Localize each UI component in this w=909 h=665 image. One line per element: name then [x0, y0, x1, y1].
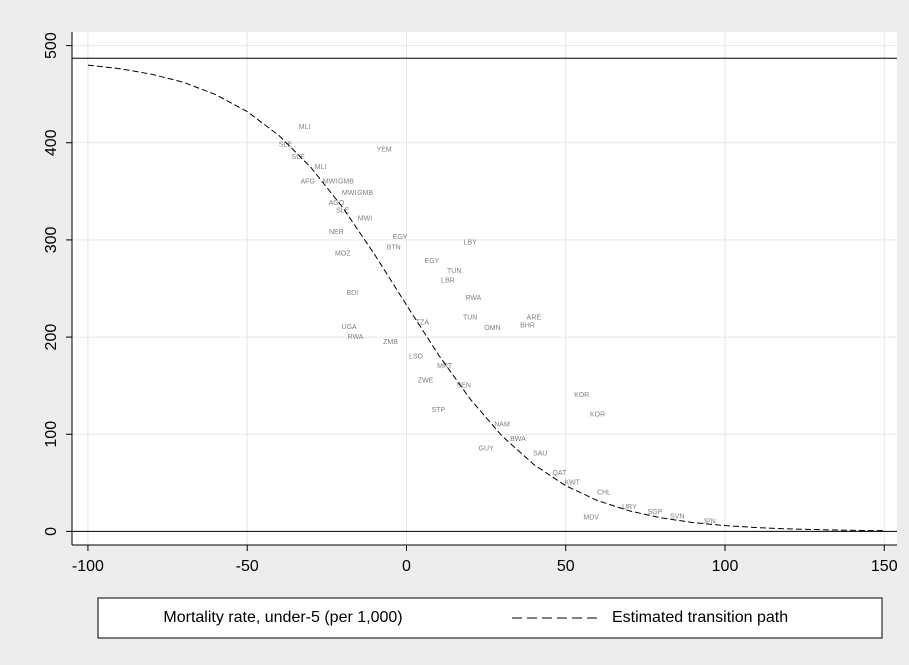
point-label: MLI: [299, 124, 311, 131]
point-label: AGO: [329, 200, 345, 207]
point-label: KWT: [564, 480, 580, 487]
y-tick-label: 100: [43, 421, 60, 448]
point-label: UGA: [342, 324, 358, 331]
point-label: CHL: [597, 489, 611, 496]
x-tick-label: 50: [557, 558, 575, 575]
y-tick-label: 500: [43, 32, 60, 59]
point-label: KOR: [574, 392, 589, 399]
point-label: ZWE: [418, 378, 434, 385]
point-label: MLI: [315, 164, 327, 171]
x-tick-label: 100: [712, 558, 739, 575]
point-label: STP: [432, 407, 446, 414]
legend-box: [97, 597, 883, 639]
point-label: MWI: [358, 215, 372, 222]
transition-path: [87, 64, 885, 532]
point-label: OMN: [484, 325, 500, 332]
point-label: ZMB: [383, 339, 398, 346]
point-label: QAT: [552, 470, 567, 477]
point-label: SLE: [279, 142, 293, 149]
point-label: LBR: [441, 278, 455, 285]
point-label: ARE: [527, 314, 542, 321]
point-label: MOZ: [335, 250, 351, 257]
legend-label: Mortality rate, under-5 (per 1,000): [163, 609, 402, 626]
point-label: SVN: [670, 514, 684, 521]
point-label: MDV: [583, 515, 599, 522]
x-tick-label: 150: [871, 558, 898, 575]
point-label: NAM: [494, 421, 510, 428]
point-label: NER: [329, 229, 344, 236]
point-label: YEM: [377, 146, 392, 153]
point-label: RWA: [465, 295, 481, 302]
legend-label: Estimated transition path: [612, 609, 788, 626]
y-tick-label: 200: [43, 324, 60, 351]
x-tick-label: -100: [72, 558, 104, 575]
point-label: JPN: [702, 519, 715, 526]
point-label: EGY: [425, 258, 440, 265]
point-label: SEN: [457, 383, 471, 390]
point-label: MWI: [342, 190, 356, 197]
point-label: MWI: [323, 178, 337, 185]
point-label: SLE: [292, 154, 306, 161]
y-tick-label: 300: [43, 226, 60, 253]
point-label: RWA: [348, 334, 364, 341]
point-label: SAU: [533, 451, 547, 458]
point-label: TUN: [447, 268, 461, 275]
point-label: GMB: [357, 190, 373, 197]
x-tick-label: 0: [402, 558, 411, 575]
point-label: SLE: [336, 208, 350, 215]
point-label: GUY: [479, 446, 495, 453]
point-label: TUN: [463, 314, 477, 321]
point-label: MRT: [437, 363, 453, 370]
point-label: LSO: [409, 353, 424, 360]
plot-area: [72, 32, 897, 545]
point-label: SGP: [648, 509, 663, 516]
y-tick-label: 0: [43, 527, 60, 536]
point-label: LBY: [464, 240, 478, 247]
point-label: AFG: [301, 178, 315, 185]
point-label: KOR: [590, 412, 605, 419]
point-label: TZA: [416, 319, 430, 326]
point-label: EGY: [393, 234, 408, 241]
y-tick-label: 400: [43, 129, 60, 156]
x-tick-label: -50: [236, 558, 259, 575]
point-label: BDI: [346, 290, 358, 297]
point-label: BTN: [387, 245, 401, 252]
point-label: BHR: [520, 322, 535, 329]
point-label: BWA: [510, 436, 526, 443]
point-label: URY: [622, 504, 637, 511]
point-label: GMB: [338, 178, 354, 185]
